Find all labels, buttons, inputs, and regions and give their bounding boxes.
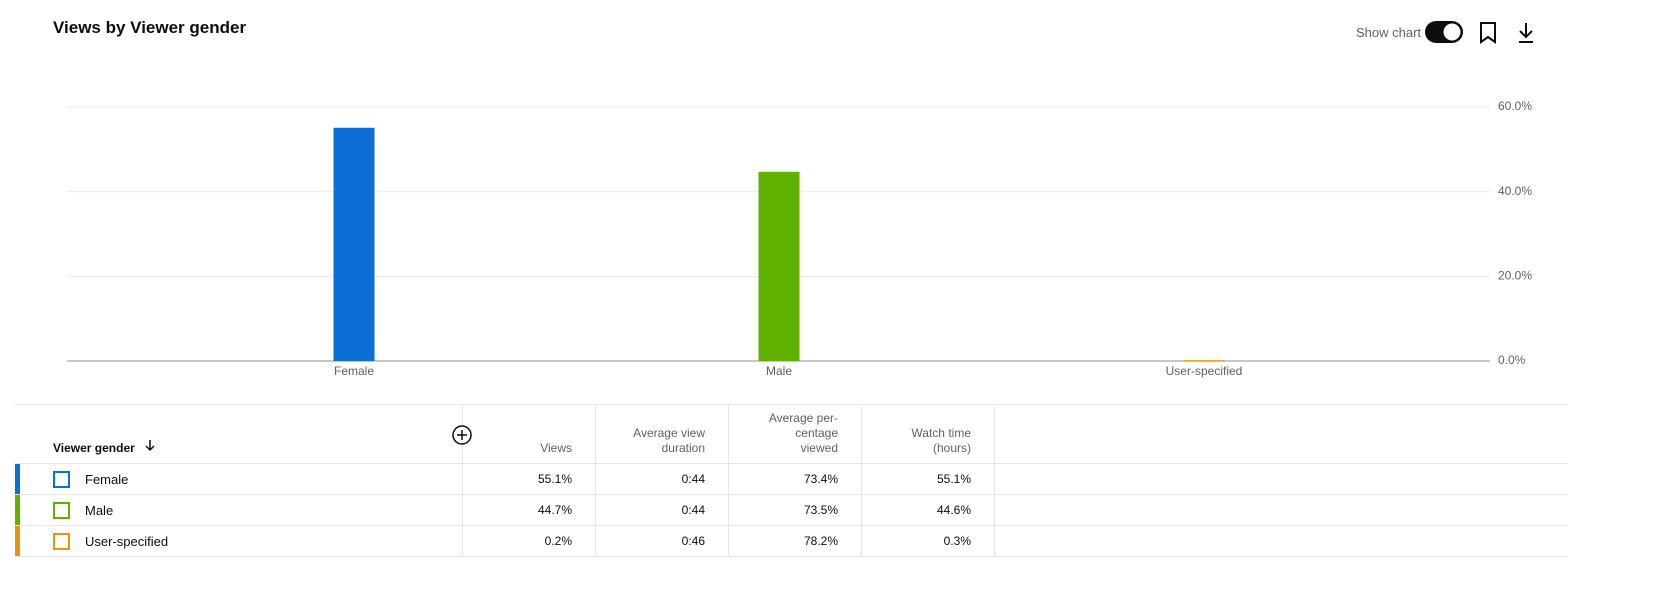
table: Viewer gender Views Average view duration Av…: [15, 404, 1568, 557]
header-cell: Viewer gender: [15, 405, 472, 463]
sort-arrow[interactable]: [135, 438, 157, 456]
table-cell: 0:44: [596, 464, 729, 494]
table-cell: Female: [15, 464, 463, 494]
table-cell: Male: [15, 495, 463, 525]
row-color: [15, 495, 20, 525]
table-row: Female 55.1% 0:44 73.4% 55.1%: [15, 464, 1568, 495]
header-line: (hours): [932, 441, 971, 455]
header-text: Average view duration: [596, 426, 705, 456]
table-cell: [995, 464, 1568, 494]
header-cell: Average view duration: [596, 405, 729, 463]
x-tick-label: User-specified: [1166, 364, 1243, 378]
cell-text: User-specified: [85, 533, 169, 549]
cell-text: 55.1%: [936, 472, 971, 486]
header-line: Views: [540, 441, 572, 455]
cell-text: Female: [85, 471, 129, 487]
table-row: Male 44.7% 0:44 73.5% 44.6%: [15, 495, 1568, 526]
header-cell: Views: [463, 405, 596, 463]
row-checkbox[interactable]: [53, 470, 70, 488]
header-cell: Watch time (hours): [862, 405, 995, 463]
bookmark-icon[interactable]: [1480, 22, 1496, 44]
table-cell: [995, 495, 1568, 525]
bar: [758, 171, 800, 361]
toggle[interactable]: [1425, 21, 1463, 43]
table-cell: User-specified: [15, 526, 463, 556]
cell-text: 78.2%: [803, 534, 838, 548]
row-checkbox[interactable]: [53, 532, 70, 550]
table-cell: [995, 526, 1568, 556]
table-cell: 44.6%: [862, 495, 995, 525]
chart: 0.0% 20.0% 40.0% 60.0% Female Male User-specif…: [67, 99, 1532, 378]
table-cell: 73.5%: [729, 495, 862, 525]
title: Views by Viewer gender: [53, 18, 247, 37]
cell-text: 73.4%: [803, 472, 838, 486]
cell-text: 55.1%: [537, 472, 572, 486]
header-text: Average per-centage viewed: [729, 411, 838, 456]
y-tick-label: 40.0%: [1498, 184, 1532, 198]
header-line: centage: [795, 426, 838, 440]
header-line: duration: [661, 441, 705, 455]
table-cell: 55.1%: [862, 464, 995, 494]
x-tick-label: Male: [766, 364, 792, 378]
header-text: Watch time (hours): [862, 426, 971, 456]
header-cell: Average per-centage viewed: [729, 405, 862, 463]
header-text: Views: [463, 441, 572, 456]
header-line: Average view: [633, 426, 705, 440]
cell-text: 0.2%: [544, 534, 572, 548]
table-cell: 73.4%: [729, 464, 862, 494]
x-tick-label: Female: [334, 364, 374, 378]
bar: [333, 127, 375, 361]
cell-text: 0:44: [681, 503, 705, 517]
row-color: [15, 526, 20, 556]
table-cell: 78.2%: [729, 526, 862, 556]
cell-text: 44.6%: [936, 503, 971, 517]
y-tick-label: 0.0%: [1498, 353, 1526, 367]
cell-text: 0.3%: [943, 534, 971, 548]
download-icon[interactable]: [1519, 23, 1533, 43]
bar: [1183, 360, 1225, 362]
add-column-icon[interactable]: [451, 424, 473, 450]
table-cell: 0:44: [596, 495, 729, 525]
row-checkbox[interactable]: [53, 501, 70, 519]
row-color: [15, 464, 20, 494]
header-row: Viewer gender Views Average view duration Av…: [15, 405, 1568, 464]
table-cell: 44.7%: [463, 495, 596, 525]
cell-text: 73.5%: [803, 503, 838, 517]
header-line: Watch time: [911, 426, 971, 440]
y-tick-label: 60.0%: [1498, 99, 1532, 113]
show-chart-label: Show chart: [1356, 25, 1422, 40]
header-cell: [995, 405, 1568, 463]
y-tick-label: 20.0%: [1498, 269, 1532, 283]
header-line: Viewer gender: [53, 441, 135, 455]
header-text: Viewer gender: [53, 441, 135, 456]
cell-text: 0:46: [681, 534, 705, 548]
table-cell: 0:46: [596, 526, 729, 556]
table-cell: 0.2%: [463, 526, 596, 556]
header-line: viewed: [800, 441, 838, 455]
cell-text: Male: [85, 502, 114, 518]
table-cell: 55.1%: [463, 464, 596, 494]
cell-text: 0:44: [681, 472, 705, 486]
toolbar-icons: [1425, 21, 1533, 44]
table-cell: 0.3%: [862, 526, 995, 556]
header-line: Average per-: [768, 411, 838, 425]
cell-text: 44.7%: [537, 503, 572, 517]
table-row: User-specified 0.2% 0:46 78.2% 0.3%: [15, 526, 1568, 557]
